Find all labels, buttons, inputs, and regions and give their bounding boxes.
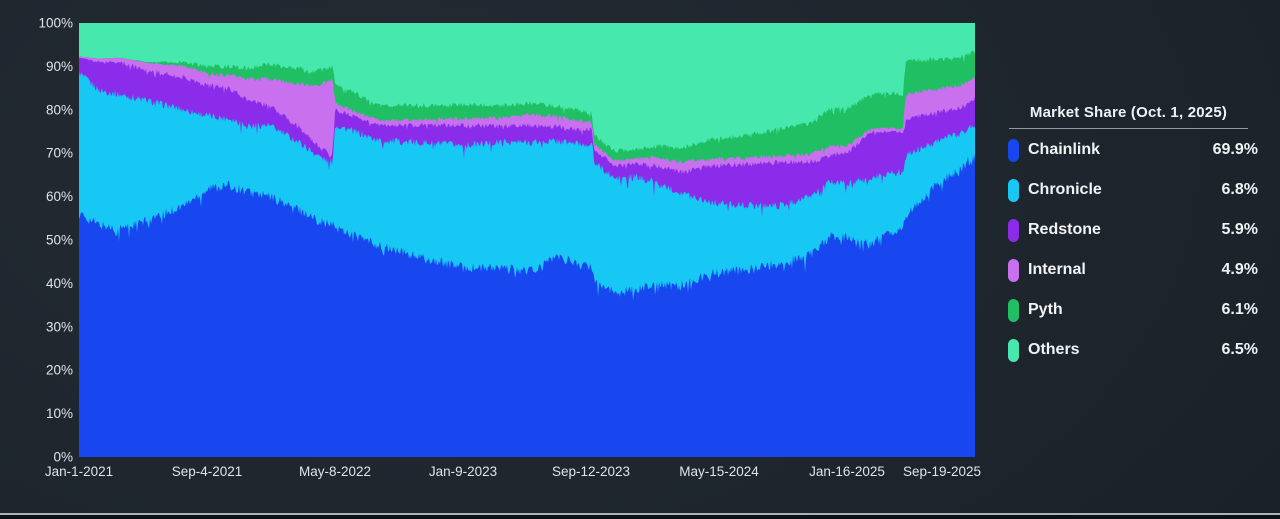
x-tick-label: Jan-1-2021	[45, 464, 113, 479]
y-tick-label: 70%	[46, 146, 73, 161]
legend-item-label: Others	[1028, 341, 1080, 358]
x-axis-labels: Jan-1-2021 Sep-4-2021 May-8-2022 Jan-9-2023…	[45, 464, 981, 479]
legend-item-value: 6.8%	[1221, 181, 1258, 198]
legend-item-label: Pyth	[1028, 301, 1063, 318]
legend-item-label: Internal	[1028, 261, 1086, 278]
y-tick-label: 0%	[53, 450, 73, 465]
market-share-stacked-area-chart[interactable]: 0% 10% 20% 30% 40% 50% 60% 70% 80% 90% 100% Jan-1-2…	[0, 0, 1000, 519]
legend-item-chainlink[interactable]: Chainlink 69.9%	[1008, 130, 1258, 170]
y-tick-label: 10%	[46, 406, 73, 421]
area-chainlink[interactable]	[79, 153, 975, 458]
y-tick-label: 40%	[46, 276, 73, 291]
legend-item-value: 5.9%	[1221, 221, 1258, 238]
x-tick-label: May-8-2022	[299, 464, 371, 479]
chronicle-swatch-icon	[1008, 178, 1019, 202]
y-tick-label: 50%	[46, 233, 73, 248]
legend-item-value: 6.1%	[1221, 301, 1258, 318]
others-swatch-icon	[1008, 338, 1019, 362]
legend-item-redstone[interactable]: Redstone 5.9%	[1008, 210, 1258, 250]
below-divider-strip	[0, 515, 1280, 519]
y-tick-label: 60%	[46, 189, 73, 204]
x-tick-label: Sep-19-2025	[903, 464, 981, 479]
y-tick-label: 20%	[46, 363, 73, 378]
legend-item-pyth[interactable]: Pyth 6.1%	[1008, 290, 1258, 330]
y-tick-label: 80%	[46, 102, 73, 117]
legend-panel: Market Share (Oct. 1, 2025) Chainlink 69.…	[1008, 104, 1258, 370]
x-tick-label: Jan-9-2023	[429, 464, 497, 479]
x-tick-label: Sep-4-2021	[172, 464, 243, 479]
y-tick-label: 30%	[46, 319, 73, 334]
y-axis-labels: 0% 10% 20% 30% 40% 50% 60% 70% 80% 90% 100%	[38, 16, 73, 465]
legend-title: Market Share (Oct. 1, 2025)	[1009, 104, 1248, 129]
legend-item-value: 4.9%	[1221, 261, 1258, 278]
legend-item-chronicle[interactable]: Chronicle 6.8%	[1008, 170, 1258, 210]
legend-item-value: 6.5%	[1221, 341, 1258, 358]
x-tick-label: Jan-16-2025	[809, 464, 885, 479]
redstone-swatch-icon	[1008, 218, 1019, 242]
internal-swatch-icon	[1008, 258, 1019, 282]
y-tick-label: 90%	[46, 59, 73, 74]
legend-items: Chainlink 69.9% Chronicle 6.8% Redstone 5.9% I…	[1008, 130, 1258, 370]
legend-item-label: Redstone	[1028, 221, 1101, 238]
x-tick-label: May-15-2024	[679, 464, 759, 479]
legend-item-others[interactable]: Others 6.5%	[1008, 330, 1258, 370]
legend-item-label: Chainlink	[1028, 141, 1101, 158]
y-tick-label: 100%	[38, 16, 73, 31]
legend-item-internal[interactable]: Internal 4.9%	[1008, 250, 1258, 290]
x-tick-label: Sep-12-2023	[552, 464, 630, 479]
legend-item-label: Chronicle	[1028, 181, 1102, 198]
legend-item-value: 69.9%	[1212, 141, 1258, 158]
pyth-swatch-icon	[1008, 298, 1019, 322]
bottom-divider-line	[0, 513, 1280, 515]
chainlink-swatch-icon	[1008, 138, 1019, 162]
